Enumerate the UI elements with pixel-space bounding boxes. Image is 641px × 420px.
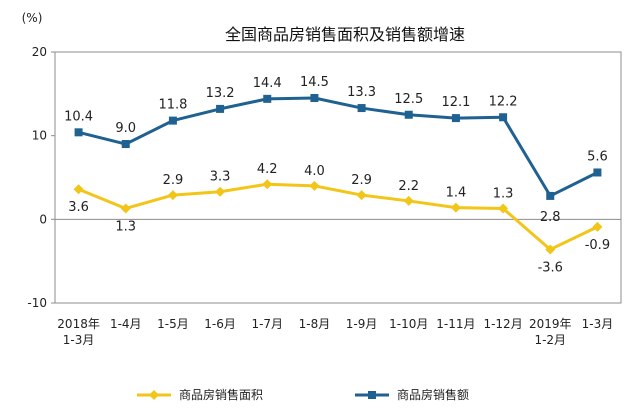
data-label: 5.6 xyxy=(587,149,608,164)
data-point xyxy=(215,186,226,197)
data-label: 3.6 xyxy=(68,200,89,215)
data-label: 14.5 xyxy=(300,75,329,90)
data-label: 2.2 xyxy=(398,179,419,194)
data-point xyxy=(309,180,320,191)
data-label: 4.2 xyxy=(257,162,278,177)
legend-label: 商品房销售面积 xyxy=(179,387,263,402)
data-point xyxy=(499,113,508,122)
y-tick-label: -10 xyxy=(27,296,47,310)
legend-marker xyxy=(149,390,159,400)
y-tick-label: 0 xyxy=(39,212,47,226)
x-tick-label: 1-6月 xyxy=(204,317,236,331)
data-label: 2.9 xyxy=(163,173,184,188)
data-label: 9.0 xyxy=(115,121,136,136)
data-label: 13.2 xyxy=(206,86,235,101)
data-label: 2.9 xyxy=(351,173,372,188)
x-tick-label: 1-10月 xyxy=(389,317,428,331)
x-tick-label: 1-11月 xyxy=(436,317,475,331)
x-tick-label: 1-5月 xyxy=(157,317,189,331)
data-label: 1.4 xyxy=(446,186,467,201)
x-tick-label: 1-2月 xyxy=(534,333,566,347)
data-point xyxy=(546,191,555,200)
x-tick-label: 1-4月 xyxy=(110,317,142,331)
data-point xyxy=(121,140,130,149)
data-label: 12.1 xyxy=(441,95,470,110)
legend-label: 商品房销售额 xyxy=(397,387,469,402)
data-point xyxy=(450,202,461,213)
plot-area-frame xyxy=(54,51,622,304)
x-tick-label: 1-12月 xyxy=(483,317,522,331)
chart-title: 全国商品房销售面积及销售额增速 xyxy=(225,25,465,44)
data-point xyxy=(167,190,178,201)
data-label: 10.4 xyxy=(64,109,93,124)
data-label: 4.0 xyxy=(304,164,325,179)
data-point xyxy=(168,116,177,125)
data-label: -3.6 xyxy=(538,260,563,275)
data-point xyxy=(593,168,602,177)
legend-marker xyxy=(368,391,376,399)
data-label: 12.2 xyxy=(489,94,518,109)
data-label: 1.3 xyxy=(115,219,136,234)
data-point xyxy=(263,94,272,103)
data-point xyxy=(357,104,366,113)
data-point xyxy=(73,184,84,195)
data-point xyxy=(404,110,413,119)
data-point xyxy=(403,195,414,206)
y-axis-unit-label: (%) xyxy=(22,11,43,25)
data-label: 14.4 xyxy=(253,76,282,91)
x-tick-label: 2018年 xyxy=(57,317,100,331)
data-point xyxy=(356,190,367,201)
x-tick-label: 2019年 xyxy=(529,317,572,331)
data-point xyxy=(216,104,225,113)
series-line-0 xyxy=(78,182,599,251)
x-tick-label: 1-3月 xyxy=(582,317,614,331)
series-line-1 xyxy=(78,96,599,198)
data-point xyxy=(498,203,509,214)
data-point xyxy=(451,114,460,123)
data-label: 11.8 xyxy=(158,98,187,113)
x-tick-label: 1-9月 xyxy=(346,317,378,331)
x-tick-label: 1-8月 xyxy=(299,317,331,331)
data-point xyxy=(74,128,83,137)
data-point xyxy=(592,221,603,232)
data-label: 2.8 xyxy=(540,210,561,225)
x-tick-label: 1-3月 xyxy=(63,333,95,347)
data-label: 1.3 xyxy=(493,186,514,201)
data-label: 12.5 xyxy=(394,92,423,107)
data-label: 3.3 xyxy=(210,170,231,185)
x-tick-label: 1-7月 xyxy=(251,317,283,331)
data-label: 13.3 xyxy=(347,85,376,100)
data-point xyxy=(262,179,273,190)
data-label: -0.9 xyxy=(585,238,610,253)
y-tick-label: 10 xyxy=(32,129,47,143)
data-point xyxy=(120,203,131,214)
data-point xyxy=(545,244,556,255)
y-tick-label: 20 xyxy=(32,45,47,59)
data-point xyxy=(310,94,319,103)
